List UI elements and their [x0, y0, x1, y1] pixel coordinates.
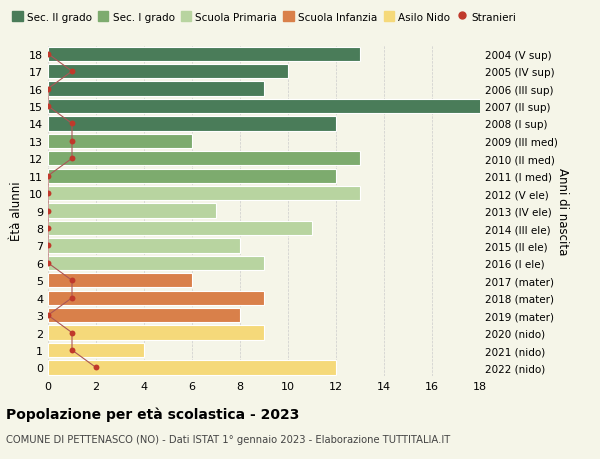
Bar	[48, 65, 288, 79]
Bar	[48, 47, 360, 62]
Point	[67, 121, 77, 128]
Bar	[48, 117, 336, 131]
Point	[43, 51, 53, 58]
Bar	[48, 239, 240, 253]
Bar	[48, 221, 312, 235]
Point	[43, 190, 53, 197]
Point	[67, 68, 77, 76]
Point	[67, 347, 77, 354]
Point	[43, 260, 53, 267]
Bar	[48, 134, 192, 149]
Legend: Sec. II grado, Sec. I grado, Scuola Primaria, Scuola Infanzia, Asilo Nido, Stran: Sec. II grado, Sec. I grado, Scuola Prim…	[8, 8, 520, 27]
Point	[67, 155, 77, 162]
Point	[43, 86, 53, 93]
Bar	[48, 274, 192, 288]
Y-axis label: Anni di nascita: Anni di nascita	[556, 168, 569, 255]
Bar	[48, 187, 360, 201]
Point	[43, 173, 53, 180]
Point	[43, 225, 53, 232]
Bar	[48, 291, 264, 305]
Bar	[48, 82, 264, 96]
Bar	[48, 152, 360, 166]
Bar	[48, 100, 504, 114]
Point	[91, 364, 101, 371]
Point	[43, 242, 53, 250]
Point	[67, 277, 77, 285]
Bar	[48, 308, 240, 323]
Text: Popolazione per età scolastica - 2023: Popolazione per età scolastica - 2023	[6, 406, 299, 421]
Bar	[48, 343, 144, 358]
Bar	[48, 326, 264, 340]
Point	[43, 312, 53, 319]
Point	[43, 207, 53, 215]
Point	[67, 329, 77, 336]
Point	[67, 138, 77, 145]
Point	[67, 294, 77, 302]
Text: COMUNE DI PETTENASCO (NO) - Dati ISTAT 1° gennaio 2023 - Elaborazione TUTTITALIA: COMUNE DI PETTENASCO (NO) - Dati ISTAT 1…	[6, 434, 450, 444]
Bar	[48, 256, 264, 270]
Point	[43, 103, 53, 111]
Bar	[48, 169, 336, 184]
Bar	[48, 361, 336, 375]
Bar	[48, 204, 216, 218]
Y-axis label: Ètà alunni: Ètà alunni	[10, 181, 23, 241]
